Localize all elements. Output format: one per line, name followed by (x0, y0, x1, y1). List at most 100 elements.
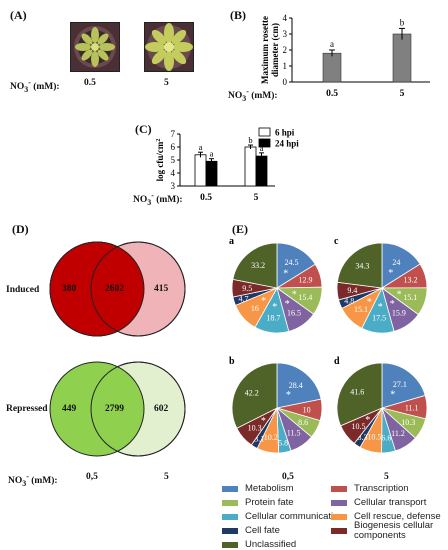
pie-value-label: 10.3 (401, 418, 415, 427)
pie-value-label: 11.5 (287, 429, 301, 438)
repressed-right-outline (90, 361, 186, 457)
legend-label: 6 hpi (275, 128, 295, 138)
significance-star-icon: * (365, 415, 370, 426)
pie-value-label: 4.8 (344, 297, 354, 306)
significance-star-icon: * (388, 268, 393, 279)
panel-a-letter: (A) (10, 8, 27, 22)
venn-diagrams (49, 241, 186, 457)
y-axis-label: log cfu/cm2 (155, 139, 165, 182)
legend-swatch (331, 513, 347, 520)
legend-item-protein-fate: Protein fate (222, 497, 294, 508)
legend-label: Transcription (354, 483, 409, 494)
y-axis-label: Maximum rosettediameter (cm) (260, 16, 280, 84)
pie-panel-letter: b (229, 356, 235, 367)
panel-a-x-label: NO3- (mM): (10, 78, 60, 95)
legend-label: 24 hpi (275, 139, 299, 149)
induced-left-circle (49, 241, 145, 337)
legend-item-biogenesis-cellular-components: Biogenesis cellular components (331, 521, 448, 541)
significance-star-icon: * (261, 416, 266, 427)
y-tick-label: 7 (171, 129, 176, 139)
pie-value-label: 11.1 (405, 403, 419, 412)
induced-right-count: 415 (154, 284, 169, 294)
bar (322, 52, 342, 83)
pie-value-label: 41.6 (350, 388, 364, 397)
significance-star-icon: * (390, 299, 395, 310)
legend-item-transcription: Transcription (331, 483, 409, 494)
y-tick-label: 3 (283, 29, 288, 39)
legend-swatch (222, 499, 238, 506)
legend-swatch (258, 127, 271, 137)
significance-star-icon: * (378, 302, 383, 313)
induced-label: Induced (6, 285, 40, 295)
panel-c-letter: (C) (135, 122, 152, 136)
plant-photo-high-nitrate (144, 22, 194, 72)
legend-item-cellular-transport: Cellular transport (331, 497, 426, 508)
pie-value-label: 4.7 (238, 294, 248, 303)
pie-value-label: 16 (251, 304, 259, 313)
pie-value-label: 15.1 (354, 305, 368, 314)
pie-slice-unclassified (232, 242, 278, 289)
legend-item-metabolism: Metabolism (222, 483, 294, 494)
panel-a-condition-high: 5 (164, 78, 169, 88)
pie-value-label: 16.5 (287, 308, 301, 317)
panel-e-condition-low: 0,5 (282, 472, 294, 482)
pie-value-label: 3.3 (358, 433, 368, 442)
significance-star-icon: * (286, 390, 291, 401)
bar-24-hpi (255, 155, 268, 187)
y-tick-label: 0 (283, 77, 288, 87)
bar-6-hpi (244, 146, 257, 187)
legend-swatch (331, 528, 347, 534)
pie-slice-unclassified (231, 362, 278, 429)
legend-swatch (222, 513, 238, 520)
y-tick-label: 3 (171, 181, 176, 191)
bar-6-hpi (194, 154, 207, 187)
panel-a-condition-low: 0.5 (84, 78, 96, 88)
significance-star-icon: * (261, 296, 266, 307)
pie-value-label: 6.6 (381, 433, 391, 442)
pie-slice-metabolism (381, 242, 421, 289)
pie-value-label: 9.5 (242, 284, 252, 293)
pie-slice-metabolism (276, 362, 322, 409)
y-tick-label: 5 (171, 155, 176, 165)
legend-item-cell-fate: Cell fate (222, 525, 280, 536)
pie-chart-a: a24.5*12.915.4*16.5*18.7*16*4.79.533.2 (229, 236, 323, 334)
significance-letter: b (248, 135, 252, 145)
pie-value-label: 24.5 (284, 258, 298, 267)
plant-photo-low-nitrate (70, 22, 120, 72)
legend-label: Cell fate (245, 525, 280, 536)
repressed-right-count: 602 (154, 404, 169, 414)
pie-value-label: 10.3 (248, 423, 262, 432)
significance-star-icon: * (367, 297, 372, 308)
x-tick-label: 5 (254, 193, 259, 202)
significance-letter: b (400, 17, 405, 27)
panel-c-x-label: NO3- (mM): (133, 191, 183, 208)
legend-label: Cellular transport (354, 497, 427, 508)
pie-slice-metabolism (276, 242, 316, 289)
pie-chart-c: c24*13.215.1*15.9*17.5*15.1*4.89.434.3 (334, 236, 428, 334)
pie-value-label: 10 (303, 405, 311, 414)
panel-e-letter: (E) (232, 222, 248, 236)
pie-value-label: 10.2 (264, 433, 278, 442)
significance-letter: a (330, 39, 334, 49)
legend-label: Cell rescue, defense (354, 511, 441, 522)
x-tick-label: 0.5 (326, 89, 338, 99)
legend-label: Protein fate (245, 497, 294, 508)
legend-item-cell-rescue-defense: Cell rescue, defense (331, 511, 441, 522)
pie-panel-letter: a (229, 236, 234, 247)
legend-swatch (222, 485, 238, 492)
significance-star-icon: * (397, 290, 402, 301)
pie-slice-unclassified (336, 242, 383, 289)
pie-value-label: 15.4 (298, 293, 312, 302)
legend-label: Cellular communication (245, 511, 344, 522)
legend-swatch (222, 541, 238, 548)
significance-letter: a (210, 149, 214, 159)
y-tick-label: 4 (171, 168, 176, 178)
panel-d-condition-high: 5 (164, 472, 169, 482)
pie-value-label: 8.6 (298, 418, 308, 427)
repressed-overlap-count: 2799 (105, 404, 124, 414)
pie-panel-letter: d (334, 356, 340, 367)
legend-item-cellular-communication: Cellular communication (222, 511, 344, 522)
significance-star-icon: * (390, 390, 395, 401)
